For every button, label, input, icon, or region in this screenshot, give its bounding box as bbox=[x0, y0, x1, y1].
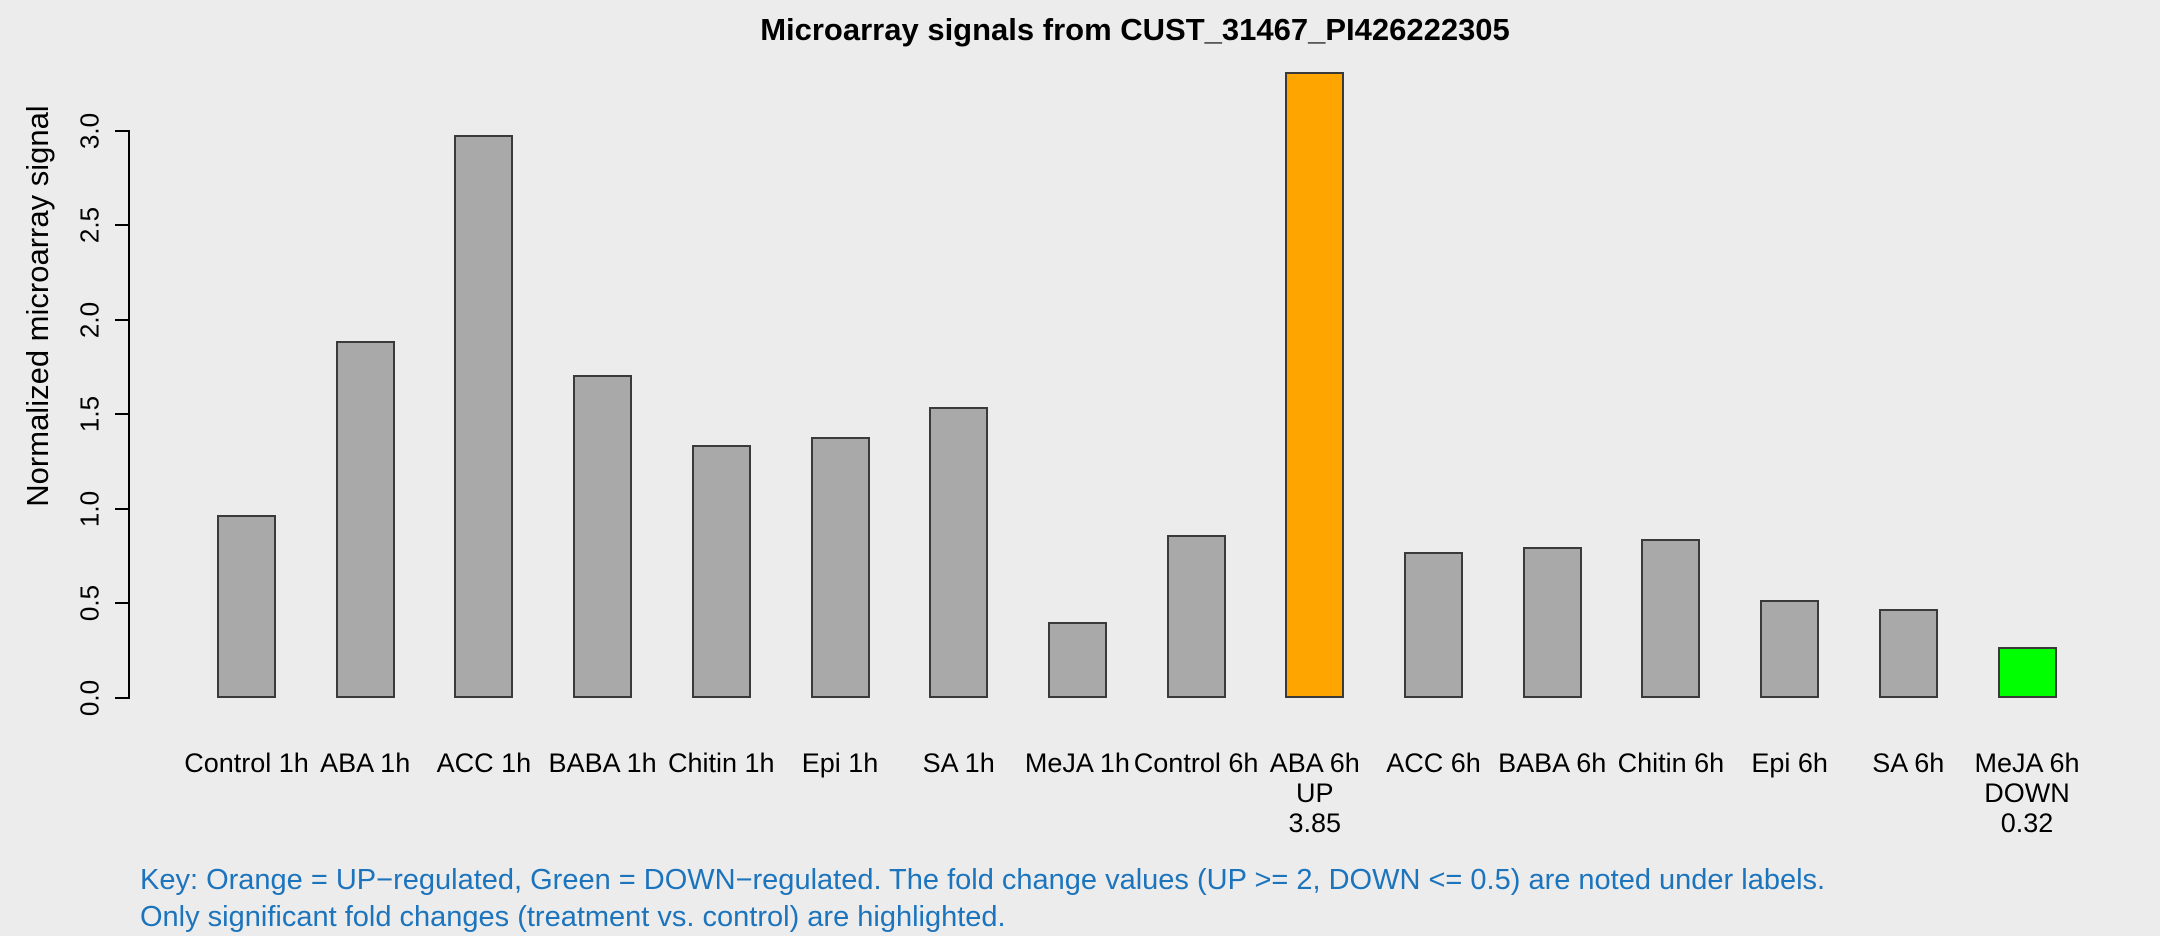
x-label-line: 3.85 bbox=[1288, 808, 1342, 838]
y-axis-tick bbox=[115, 697, 128, 699]
x-label-baba-1h: BABA 1h bbox=[493, 748, 713, 778]
x-label-line: UP bbox=[1296, 778, 1334, 808]
x-label-epi-6h: Epi 6h bbox=[1680, 748, 1900, 778]
bar-sa-1h bbox=[929, 406, 989, 698]
x-label-line: Epi 6h bbox=[1751, 748, 1828, 778]
x-label-line: Epi 1h bbox=[801, 748, 879, 778]
x-label-epi-1h: Epi 1h bbox=[730, 748, 950, 778]
bar-chitin-1h bbox=[691, 444, 751, 698]
x-label-sa-6h: SA 6h bbox=[1798, 748, 2018, 778]
x-label-line: Chitin 1h bbox=[668, 748, 775, 778]
x-label-line: SA 6h bbox=[1872, 748, 1945, 778]
x-label-line: BABA 6h bbox=[1498, 748, 1607, 778]
y-axis-title: Normalized microarray signal bbox=[20, 105, 55, 507]
x-label-line: MeJA 1h bbox=[1024, 748, 1130, 778]
y-axis-tick bbox=[115, 413, 128, 416]
x-label-acc-1h: ACC 1h bbox=[374, 748, 594, 778]
y-axis-tick-label: 2.0 bbox=[74, 301, 105, 338]
x-label-line: Control 1h bbox=[184, 748, 309, 778]
y-axis-tick-label: 0.0 bbox=[74, 679, 105, 717]
x-label-meja-6h: MeJA 6h DOWN 0.32 bbox=[1917, 748, 2137, 838]
y-axis-tick bbox=[115, 318, 128, 321]
y-axis-tick-label: 1.5 bbox=[74, 396, 105, 433]
x-label-chitin-6h: Chitin 6h bbox=[1561, 748, 1781, 778]
key-note-line-1: Key: Orange = UP−regulated, Green = DOWN… bbox=[140, 864, 1826, 896]
x-label-line: Control 6h bbox=[1133, 748, 1259, 778]
bar-meja-6h bbox=[1997, 646, 2057, 698]
x-label-line: Chitin 6h bbox=[1617, 748, 1725, 778]
chart-title: Microarray signals from CUST_31467_PI426… bbox=[760, 12, 1510, 47]
x-label-meja-1h: MeJA 1h bbox=[967, 748, 1187, 778]
bar-acc-6h bbox=[1404, 552, 1463, 698]
bar-acc-1h bbox=[454, 134, 514, 698]
y-axis-tick bbox=[115, 602, 128, 605]
bar-epi-1h bbox=[810, 437, 870, 698]
y-axis-tick-label: 0.5 bbox=[74, 585, 105, 622]
x-label-line: ABA 6h bbox=[1269, 748, 1360, 778]
x-label-line: DOWN bbox=[1984, 778, 2070, 808]
key-note: Key: Orange = UP−regulated, Green = DOWN… bbox=[140, 862, 1825, 936]
x-label-line: SA 1h bbox=[922, 748, 995, 778]
y-axis-tick bbox=[115, 224, 128, 227]
x-label-line: ACC 1h bbox=[436, 748, 532, 778]
bar-meja-1h bbox=[1047, 622, 1107, 698]
bar-chitin-6h bbox=[1641, 539, 1701, 698]
x-label-sa-1h: SA 1h bbox=[849, 748, 1069, 778]
x-label-aba-6h: ABA 6h UP 3.85 bbox=[1205, 748, 1425, 838]
y-axis-tick bbox=[115, 507, 128, 510]
y-axis-line bbox=[128, 129, 130, 699]
x-label-baba-6h: BABA 6h bbox=[1442, 748, 1662, 778]
y-axis-tick-label: 2.5 bbox=[74, 207, 105, 244]
x-label-line: ABA 1h bbox=[320, 748, 411, 778]
bar-baba-1h bbox=[573, 374, 633, 698]
y-axis-tick-label: 1.0 bbox=[74, 490, 105, 527]
x-label-control-6h: Control 6h bbox=[1086, 748, 1306, 778]
x-label-control-1h: Control 1h bbox=[137, 748, 357, 778]
x-label-line: ACC 6h bbox=[1386, 748, 1481, 778]
bar-aba-1h bbox=[335, 340, 395, 698]
x-label-aba-1h: ABA 1h bbox=[255, 748, 475, 778]
bar-control-1h bbox=[217, 514, 276, 698]
bar-epi-6h bbox=[1760, 599, 1820, 698]
x-label-line: 0.32 bbox=[2000, 808, 2054, 838]
x-label-line: BABA 1h bbox=[548, 748, 657, 778]
y-axis-tick-label: 3.0 bbox=[74, 112, 105, 149]
bar-control-6h bbox=[1166, 535, 1226, 698]
y-axis-tick bbox=[115, 129, 128, 132]
bar-sa-6h bbox=[1878, 609, 1938, 698]
key-note-line-2: Only significant fold changes (treatment… bbox=[140, 901, 1006, 933]
x-label-line: MeJA 6h bbox=[1974, 748, 2080, 778]
x-label-acc-6h: ACC 6h bbox=[1324, 748, 1544, 778]
bar-aba-6h bbox=[1285, 72, 1345, 698]
bar-baba-6h bbox=[1522, 546, 1582, 698]
x-label-chitin-1h: Chitin 1h bbox=[611, 748, 831, 778]
